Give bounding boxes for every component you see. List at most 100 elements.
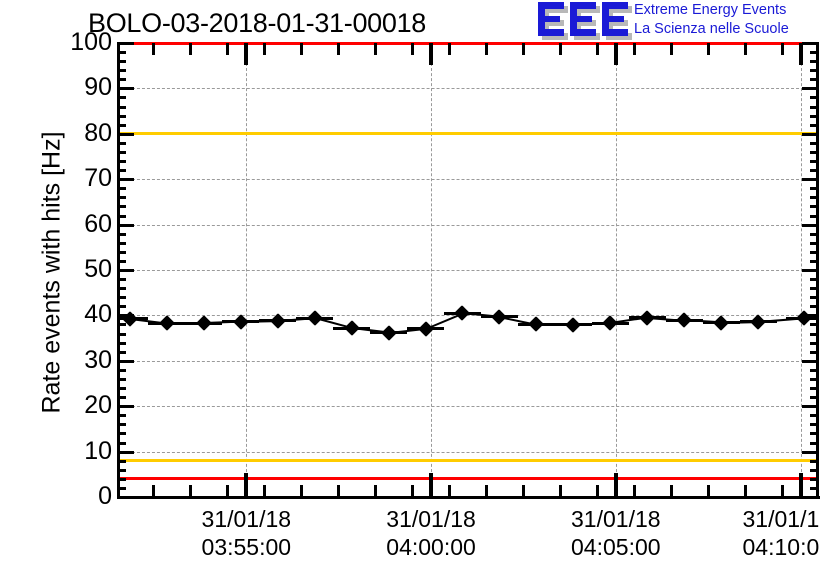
x-axis-minor-tick [595,485,599,497]
y-axis-tick-label: 90 [84,73,112,102]
x-axis-minor-tick [374,485,378,497]
x-tick-date: 31/01/18 [201,506,292,532]
x-axis-tick-labels: 31/01/18 03:55:00 31/01/18 04:00:00 31/01/18… [117,505,836,567]
y-axis-minor-tick [117,323,126,327]
x-axis-minor-tick [226,43,230,55]
x-axis-minor-tick [595,43,599,55]
y-axis-minor-tick [117,477,126,481]
y-axis-major-tick [802,314,819,318]
y-axis-minor-tick [810,196,819,200]
y-axis-minor-tick [810,160,819,164]
y-axis-minor-tick [117,387,126,391]
data-point-marker[interactable] [269,313,286,329]
eee-logo: Extreme Energy Events La Scienza nelle S… [538,1,836,41]
x-axis-minor-tick [263,485,267,497]
y-axis-tick-label: 70 [84,164,112,193]
gridline-vertical [431,43,433,497]
x-axis-minor-tick [521,43,525,55]
y-axis-minor-tick [810,60,819,64]
gridline-horizontal [117,360,819,362]
y-axis-tick-label: 40 [84,300,112,329]
x-axis-minor-tick [706,485,710,497]
y-axis-minor-tick [810,432,819,436]
data-point-marker[interactable] [750,313,766,330]
x-tick-date: 31/01/18 [571,506,661,532]
y-axis-minor-tick [810,141,819,145]
y-axis-minor-tick [810,477,819,481]
right-axis-line [816,42,819,498]
x-tick-time: 04:05:00 [571,534,661,560]
data-point-marker[interactable] [602,315,619,331]
y-axis-tick-label: 60 [84,209,112,238]
lower-yellow-limit [117,459,819,463]
x-axis-minor-tick [632,485,636,497]
y-axis-minor-tick [117,305,126,309]
x-axis-minor-tick [632,43,636,55]
y-axis-minor-tick [810,387,819,391]
y-axis-minor-tick [117,214,126,218]
y-axis-tick-label: 10 [84,436,112,465]
data-point-marker[interactable] [343,320,360,336]
y-axis-tick-label: 100 [70,28,112,56]
x-axis-minor-tick [558,43,562,55]
y-axis-tick-labels: 0 10 20 30 40 50 60 70 80 90 100 [40,30,112,509]
x-axis-minor-tick [300,43,304,55]
y-axis-major-tick [117,178,134,182]
x-axis-minor-tick [558,485,562,497]
y-axis-minor-tick [810,187,819,191]
y-axis-minor-tick [810,396,819,400]
y-axis-minor-tick [117,205,126,209]
data-point-marker[interactable] [676,312,692,329]
y-axis-major-tick [117,223,134,227]
data-point-marker[interactable] [639,309,655,326]
data-point-marker[interactable] [306,310,323,326]
data-point-marker[interactable] [196,315,212,331]
x-axis-tick-label: 31/01/1 04:10:0 [743,505,836,561]
x-axis-minor-tick [152,485,156,497]
data-point-marker[interactable] [380,324,397,341]
y-axis-minor-tick [810,250,819,254]
y-axis-minor-tick [117,69,126,73]
y-axis-minor-tick [810,69,819,73]
data-point-marker[interactable] [417,320,434,337]
y-axis-minor-tick [117,368,126,372]
x-axis-tick-label: 31/01/18 03:55:00 [176,505,316,561]
y-axis-minor-tick [117,196,126,200]
y-axis-minor-tick [117,141,126,145]
y-axis-minor-tick [117,241,126,245]
y-axis-minor-tick [810,296,819,300]
y-axis-minor-tick [117,486,126,490]
data-point-marker[interactable] [713,314,729,331]
y-axis-minor-tick [810,123,819,127]
x-axis-major-tick [244,43,249,65]
gridline-vertical [246,43,248,497]
y-axis-minor-tick [117,96,126,100]
y-axis-minor-tick [810,323,819,327]
gridline-horizontal [117,451,819,453]
y-axis-minor-tick [117,459,126,463]
y-axis-minor-tick [810,205,819,209]
y-axis-minor-tick [810,105,819,109]
x-axis-minor-tick [226,485,230,497]
data-point-marker[interactable] [565,317,582,333]
y-axis-minor-tick [117,169,126,173]
x-axis-minor-tick [743,43,747,55]
x-axis-minor-tick [448,43,452,55]
y-axis-minor-tick [810,377,819,381]
data-point-marker[interactable] [491,308,508,325]
data-point-marker[interactable] [232,313,249,330]
x-tick-date: 31/01/1 [742,506,820,532]
y-axis-minor-tick [117,287,126,291]
plot-frame [117,41,820,499]
gridline-horizontal [117,270,819,271]
data-point-marker[interactable] [454,305,471,321]
y-axis-minor-tick [117,414,126,418]
upper-red-limit [117,41,819,45]
data-point-marker[interactable] [159,315,175,331]
x-axis-tick-label: 31/01/18 04:05:00 [546,505,686,561]
y-axis-major-tick [117,132,134,136]
y-axis-major-tick [802,450,819,454]
y-axis-minor-tick [810,486,819,490]
y-axis-minor-tick [810,214,819,218]
data-point-marker[interactable] [528,316,545,333]
